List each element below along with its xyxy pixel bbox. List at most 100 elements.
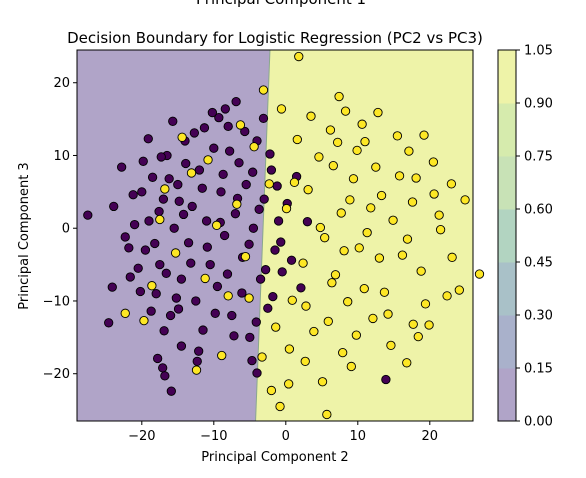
class-1-points xyxy=(120,51,485,420)
colorbar-tick-label: 0.75 xyxy=(524,150,553,165)
data-point-class-0 xyxy=(194,346,204,356)
data-point-class-1 xyxy=(258,85,269,95)
data-point-class-1 xyxy=(139,315,149,326)
data-point-class-1 xyxy=(240,251,251,262)
data-point-class-0 xyxy=(183,238,194,248)
data-point-class-0 xyxy=(209,143,219,153)
data-point-class-1 xyxy=(402,234,413,244)
y-tick-label: −20 xyxy=(43,367,70,382)
data-point-class-0 xyxy=(198,325,208,335)
data-point-class-1 xyxy=(160,184,170,194)
data-point-class-0 xyxy=(154,206,164,217)
data-point-class-1 xyxy=(460,195,470,205)
data-point-class-1 xyxy=(397,250,408,260)
colorbar-frame xyxy=(497,49,517,422)
data-point-class-1 xyxy=(315,222,326,233)
data-point-class-0 xyxy=(129,219,140,230)
data-point-class-0 xyxy=(258,113,269,124)
data-point-class-1 xyxy=(244,293,254,303)
data-point-class-1 xyxy=(330,270,341,280)
data-point-class-0 xyxy=(125,272,135,282)
data-point-class-0 xyxy=(381,374,391,385)
colorbar-segment xyxy=(498,315,516,369)
x-tick-label: −20 xyxy=(128,429,155,444)
data-point-class-1 xyxy=(275,401,285,412)
data-point-class-1 xyxy=(420,299,431,309)
data-point-class-1 xyxy=(424,320,434,330)
data-point-class-1 xyxy=(191,365,202,375)
data-point-class-0 xyxy=(265,149,275,159)
data-point-class-0 xyxy=(83,210,93,220)
x-tick-label: 20 xyxy=(422,429,439,444)
data-point-class-0 xyxy=(244,239,254,249)
colorbar-segment xyxy=(498,209,516,263)
data-point-class-1 xyxy=(322,409,332,420)
data-point-class-0 xyxy=(176,274,187,284)
data-point-class-0 xyxy=(197,183,207,193)
data-point-class-0 xyxy=(199,123,210,133)
data-point-class-0 xyxy=(140,245,151,255)
data-point-class-0 xyxy=(231,96,241,107)
data-point-class-0 xyxy=(266,165,277,175)
data-point-class-0 xyxy=(191,296,201,306)
data-point-class-0 xyxy=(104,318,114,328)
data-point-class-0 xyxy=(214,113,224,123)
data-point-class-1 xyxy=(301,301,311,311)
data-point-class-1 xyxy=(203,155,213,165)
data-point-class-1 xyxy=(352,145,362,156)
data-point-class-1 xyxy=(306,111,316,121)
data-point-class-1 xyxy=(359,283,369,294)
data-point-class-0 xyxy=(160,371,170,381)
data-point-class-0 xyxy=(150,238,160,249)
y-tick-label: 20 xyxy=(53,76,70,91)
clipped-top-text: Principal Component 1 xyxy=(196,0,366,8)
data-point-class-0 xyxy=(252,368,262,378)
data-point-class-1 xyxy=(357,119,367,129)
x-tick-label: 0 xyxy=(282,429,290,444)
data-point-class-0 xyxy=(174,196,184,206)
data-point-class-1 xyxy=(362,227,372,238)
data-point-class-1 xyxy=(411,173,421,183)
data-point-class-1 xyxy=(366,203,376,213)
plot-frame xyxy=(76,49,474,422)
data-point-class-0 xyxy=(161,268,171,278)
data-point-class-0 xyxy=(255,274,266,284)
data-point-class-1 xyxy=(332,137,343,148)
data-point-class-0 xyxy=(201,216,212,226)
data-point-class-0 xyxy=(224,146,235,156)
data-point-class-1 xyxy=(235,120,246,130)
data-point-class-0 xyxy=(229,331,239,341)
data-point-class-0 xyxy=(151,289,161,299)
data-point-class-1 xyxy=(323,316,333,326)
data-point-class-0 xyxy=(147,172,158,182)
data-point-class-0 xyxy=(207,107,218,118)
data-point-class-1 xyxy=(343,297,353,307)
data-point-class-0 xyxy=(223,121,233,132)
data-point-class-1 xyxy=(402,358,412,368)
y-tick-label: −10 xyxy=(43,294,70,309)
data-point-class-1 xyxy=(360,137,370,147)
data-point-class-1 xyxy=(386,340,396,350)
data-point-class-0 xyxy=(173,179,183,190)
data-point-class-0 xyxy=(158,194,169,204)
data-point-class-0 xyxy=(218,169,228,180)
data-point-class-1 xyxy=(338,347,348,358)
data-point-class-0 xyxy=(176,341,187,351)
data-point-class-1 xyxy=(232,199,242,209)
data-point-class-0 xyxy=(169,223,179,233)
data-point-class-0 xyxy=(192,356,202,366)
data-point-class-0 xyxy=(286,255,297,265)
data-point-class-1 xyxy=(309,326,319,337)
data-point-class-0 xyxy=(263,303,273,313)
colorbar-tick-label: 0.90 xyxy=(524,97,553,112)
data-point-class-1 xyxy=(170,248,181,258)
colorbar-tick-label: 0.00 xyxy=(524,415,553,430)
class-0-points xyxy=(83,96,391,396)
data-point-class-0 xyxy=(168,116,178,126)
data-point-class-0 xyxy=(116,162,127,172)
data-point-class-0 xyxy=(248,223,259,233)
plot-area xyxy=(76,49,485,422)
data-point-class-1 xyxy=(383,309,393,319)
data-point-class-0 xyxy=(247,355,257,366)
